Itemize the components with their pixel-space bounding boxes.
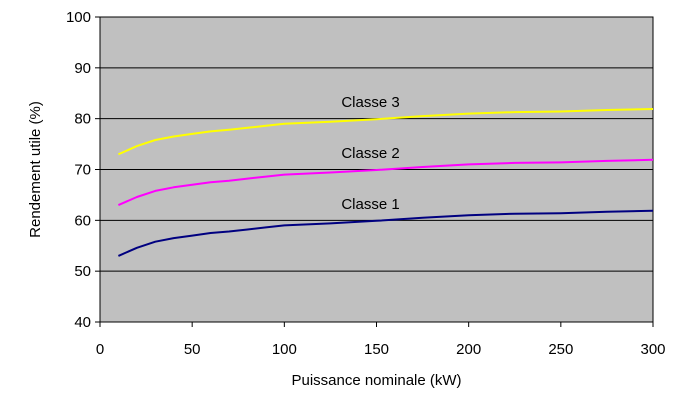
series-line-classe-3 [117, 108, 654, 156]
y-tick-label: 50 [74, 263, 91, 280]
y-tick-label: 60 [74, 212, 91, 229]
x-axis: 0 50 100 150 200 250 300 [96, 322, 666, 358]
x-tick-label: 150 [364, 341, 389, 358]
series-line-classe-2 [117, 158, 654, 207]
x-tick-label: 50 [184, 341, 201, 358]
y-tick-label: 40 [74, 314, 91, 331]
x-tick-label: 0 [96, 341, 104, 358]
x-tick-label: 200 [456, 341, 481, 358]
series-label: Classe 1 [341, 196, 399, 213]
series-line-classe-1 [117, 209, 654, 257]
x-tick-label: 250 [548, 341, 573, 358]
y-tick-label: 70 [74, 162, 91, 179]
y-axis: 40 50 60 70 80 90 100 [66, 9, 100, 331]
y-axis-title: Rendement utile (%) [27, 101, 44, 238]
series-layer [117, 108, 654, 257]
series-label: Classe 2 [341, 145, 399, 162]
x-tick-label: 100 [272, 341, 297, 358]
y-tick-label: 100 [66, 9, 91, 26]
y-tick-label: 90 [74, 60, 91, 77]
series-labels: Classe 3 Classe 2 Classe 1 [341, 94, 399, 213]
series-label: Classe 3 [341, 94, 399, 111]
x-tick-label: 300 [640, 341, 665, 358]
y-tick-label: 80 [74, 111, 91, 128]
x-axis-title: Puissance nominale (kW) [291, 372, 461, 389]
